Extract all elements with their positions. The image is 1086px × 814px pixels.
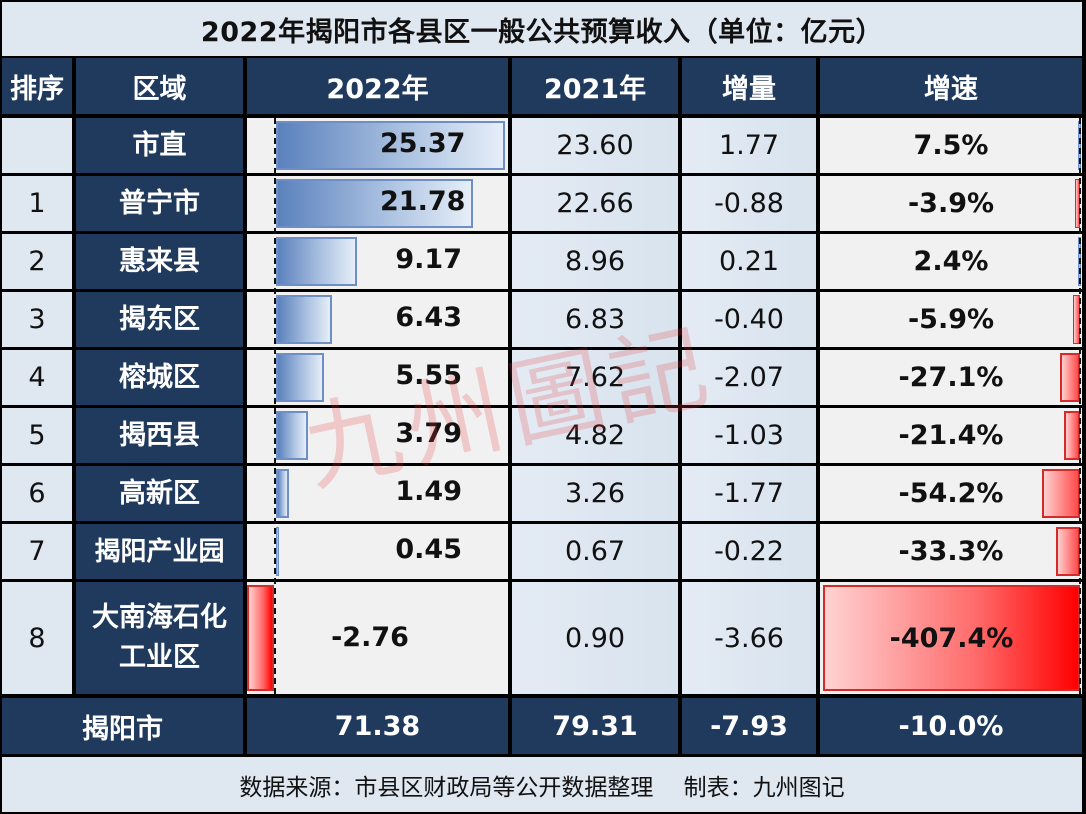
region-cell: 惠来县 bbox=[76, 234, 243, 289]
value-2021: 8.96 bbox=[512, 234, 678, 289]
rank-cell: 3 bbox=[2, 292, 72, 347]
header-2022: 2022年 bbox=[247, 58, 508, 114]
value-2022: 0.45 bbox=[395, 534, 462, 565]
value-2022-cell bbox=[247, 466, 508, 521]
value-growth: 7.5% bbox=[820, 118, 1082, 173]
growth-bar-negative bbox=[1042, 469, 1080, 518]
header-growth: 增速 bbox=[820, 58, 1082, 114]
growth-bar-negative bbox=[1056, 527, 1080, 576]
rank-cell: 2 bbox=[2, 234, 72, 289]
data-bar-positive bbox=[276, 411, 308, 460]
value-increment: -1.77 bbox=[682, 466, 816, 521]
bar-axis-growth bbox=[1079, 118, 1081, 694]
total-increment: -7.93 bbox=[682, 698, 816, 754]
value-growth: -5.9% bbox=[820, 292, 1082, 347]
total-2022: 71.38 bbox=[247, 698, 508, 754]
value-growth: -54.2% bbox=[820, 466, 1082, 521]
data-bar-positive bbox=[276, 527, 279, 576]
data-bar-negative bbox=[247, 585, 274, 691]
value-2022: 25.37 bbox=[380, 128, 466, 159]
value-2022-cell bbox=[247, 582, 508, 694]
region-cell: 大南海石化 工业区 bbox=[76, 582, 243, 694]
value-growth: 2.4% bbox=[820, 234, 1082, 289]
rank-cell: 1 bbox=[2, 176, 72, 231]
total-2021: 79.31 bbox=[512, 698, 678, 754]
value-growth: -27.1% bbox=[820, 350, 1082, 405]
value-2021: 0.67 bbox=[512, 524, 678, 579]
region-line-2: 工业区 bbox=[119, 642, 200, 673]
value-increment: -3.66 bbox=[682, 582, 816, 694]
rank-cell bbox=[2, 118, 72, 173]
value-2021: 7.62 bbox=[512, 350, 678, 405]
value-2021: 23.60 bbox=[512, 118, 678, 173]
data-bar-positive bbox=[276, 121, 505, 170]
region-cell: 普宁市 bbox=[76, 176, 243, 231]
region-line-1: 大南海石化 bbox=[92, 602, 227, 633]
value-2022: 3.79 bbox=[395, 418, 462, 449]
data-bar-positive bbox=[276, 469, 289, 518]
value-growth: -3.9% bbox=[820, 176, 1082, 231]
value-2021: 6.83 bbox=[512, 292, 678, 347]
rank-cell: 8 bbox=[2, 582, 72, 694]
total-label: 揭阳市 bbox=[2, 698, 243, 754]
region-cell: 榕城区 bbox=[76, 350, 243, 405]
region-cell: 市直 bbox=[76, 118, 243, 173]
data-bar-positive bbox=[276, 353, 324, 402]
rank-cell: 5 bbox=[2, 408, 72, 463]
value-increment: -0.22 bbox=[682, 524, 816, 579]
value-2022: 9.17 bbox=[395, 244, 462, 275]
region-cell: 揭西县 bbox=[76, 408, 243, 463]
rank-cell: 6 bbox=[2, 466, 72, 521]
growth-bar-negative bbox=[823, 585, 1080, 691]
value-increment: -0.88 bbox=[682, 176, 816, 231]
region-cell: 高新区 bbox=[76, 466, 243, 521]
header-region: 区域 bbox=[76, 58, 243, 114]
value-2022: 1.49 bbox=[395, 476, 462, 507]
data-bar-positive bbox=[276, 237, 357, 286]
value-growth: -407.4% bbox=[889, 622, 1014, 654]
bar-axis-2022 bbox=[274, 118, 276, 694]
value-2021: 3.26 bbox=[512, 466, 678, 521]
value-increment: -1.03 bbox=[682, 408, 816, 463]
value-2022-cell bbox=[247, 524, 508, 579]
data-bar-positive bbox=[276, 295, 332, 344]
region-cell: 揭阳产业园 bbox=[76, 524, 243, 579]
rank-cell: 7 bbox=[2, 524, 72, 579]
value-growth: -21.4% bbox=[820, 408, 1082, 463]
header-rank: 排序 bbox=[2, 58, 72, 114]
value-increment: -2.07 bbox=[682, 350, 816, 405]
region-cell: 揭东区 bbox=[76, 292, 243, 347]
header-increment: 增量 bbox=[682, 58, 816, 114]
value-2022: -2.76 bbox=[331, 622, 409, 653]
growth-bar-negative bbox=[1060, 353, 1080, 402]
growth-bar-negative bbox=[1064, 411, 1080, 460]
source-footer: 数据来源：市县区财政局等公开数据整理 制表：九州图记 bbox=[2, 757, 1082, 812]
value-2022: 6.43 bbox=[395, 302, 462, 333]
value-increment: 0.21 bbox=[682, 234, 816, 289]
value-growth: -33.3% bbox=[820, 524, 1082, 579]
value-2021: 0.90 bbox=[512, 582, 678, 694]
value-2021: 22.66 bbox=[512, 176, 678, 231]
table-title: 2022年揭阳市各县区一般公共预算收入（单位：亿元） bbox=[2, 2, 1082, 56]
value-2022: 5.55 bbox=[395, 360, 462, 391]
total-growth: -10.0% bbox=[820, 698, 1082, 754]
header-2021: 2021年 bbox=[512, 58, 678, 114]
rank-cell: 4 bbox=[2, 350, 72, 405]
value-increment: 1.77 bbox=[682, 118, 816, 173]
data-bar-positive bbox=[276, 179, 473, 228]
value-increment: -0.40 bbox=[682, 292, 816, 347]
value-2022: 21.78 bbox=[380, 186, 466, 217]
value-2021: 4.82 bbox=[512, 408, 678, 463]
